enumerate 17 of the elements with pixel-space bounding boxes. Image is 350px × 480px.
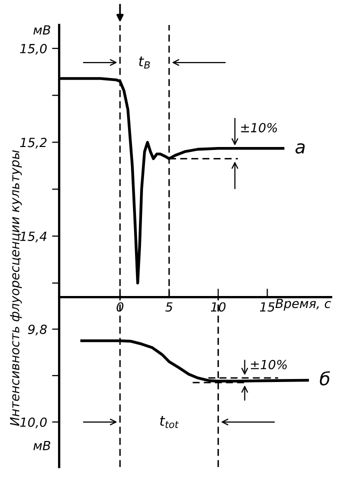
annotation: ±10% xyxy=(250,360,287,370)
y-axis-title: Интенсивность флуоресценции культуры xyxy=(10,150,22,426)
y-tick-label: 15,4 xyxy=(20,232,46,242)
y-tick-label: 10,0 xyxy=(20,417,47,428)
x-tick-label: 15 xyxy=(260,302,275,312)
y-tick-label: 15,2 xyxy=(20,138,47,148)
x-axis-title: Время, с xyxy=(275,298,331,311)
text: мВ xyxy=(33,440,50,450)
y-tick-label: 15,0 xyxy=(20,44,47,55)
y-tick-label: 9,8 xyxy=(28,324,47,336)
annotation: ±10% xyxy=(241,122,277,132)
annotation: t$_{В}$ xyxy=(139,56,150,69)
series-label: а xyxy=(296,143,305,154)
series-label: б xyxy=(320,371,330,386)
annotation: t$_{tot}$ xyxy=(160,416,179,428)
x-tick-label: 5 xyxy=(165,302,172,312)
text: мВ xyxy=(33,25,50,34)
